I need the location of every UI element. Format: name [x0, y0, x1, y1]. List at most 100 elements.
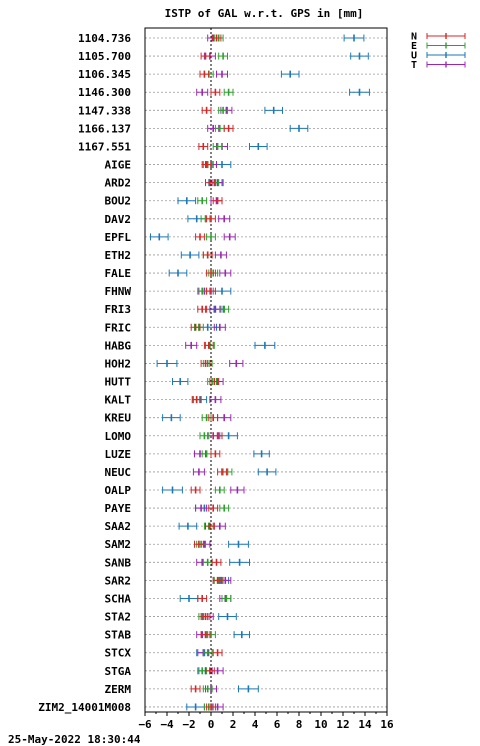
x-tick-label: −2 [182, 718, 195, 731]
errorbar-n [190, 323, 201, 331]
x-tick-label: −4 [160, 718, 174, 731]
row-label: 1105.700 [78, 50, 131, 63]
errorbar-e [202, 685, 213, 693]
errorbar-u [254, 341, 276, 349]
errorbar-n [205, 522, 215, 530]
errorbar-n [208, 504, 219, 512]
errorbar-t [230, 486, 245, 494]
errorbar-e [199, 432, 210, 440]
errorbar-u [162, 486, 183, 494]
x-tick-label: 12 [336, 718, 349, 731]
errorbar-u [212, 287, 232, 295]
x-tick-label: −6 [138, 718, 152, 731]
timestamp: 25-May-2022 18:30:44 [8, 733, 141, 746]
errorbar-u [150, 233, 169, 241]
errorbar-u [177, 197, 197, 205]
errorbar-n [199, 70, 210, 78]
errorbar-n [201, 106, 212, 114]
errorbar-n [198, 142, 209, 150]
errorbar-n [202, 251, 213, 259]
errorbar-u [178, 522, 198, 530]
errorbar-n [208, 414, 219, 422]
errorbar-n [200, 359, 211, 367]
errorbar-e [221, 594, 232, 602]
x-tick-label: 10 [314, 718, 327, 731]
errorbar-e [219, 504, 230, 512]
errorbar-n [203, 341, 214, 349]
errorbar-n [223, 124, 234, 132]
errorbar-n [206, 269, 216, 277]
row-label: NEUC [105, 466, 132, 479]
errorbar-n [210, 450, 221, 458]
errorbar-u [228, 540, 249, 548]
row-label: OALP [105, 484, 132, 497]
errorbar-n [212, 576, 223, 584]
row-label: 1106.345 [78, 68, 131, 81]
row-label: SAA2 [105, 520, 132, 533]
errorbar-e [218, 106, 228, 114]
errorbar-u [172, 378, 189, 386]
errorbar-n [206, 215, 216, 223]
errorbar-n [200, 631, 211, 639]
errorbar-e [219, 305, 230, 313]
row-label: 1167.551 [78, 140, 131, 153]
errorbar-n [205, 667, 215, 675]
errorbar-u [186, 703, 205, 711]
row-label: ETH2 [105, 249, 132, 262]
errorbar-n [205, 179, 215, 187]
series-n [190, 34, 234, 711]
legend-label: T [411, 60, 417, 71]
row-label: 1104.736 [78, 32, 131, 45]
errorbar-n [209, 378, 220, 386]
errorbar-t [223, 233, 236, 241]
x-axis: −6 −4 −2 0 2 4 6 8 10 12 14 16 [138, 712, 394, 731]
errorbar-u [179, 594, 199, 602]
y-axis-labels: 1104.736 1105.700 1106.345 1146.300 1147.338… [38, 32, 131, 714]
row-label: 1166.137 [78, 122, 131, 135]
row-label: HABG [105, 339, 132, 352]
row-label: PAYE [105, 502, 132, 515]
row-label: STAB [105, 629, 132, 642]
errorbar-u [218, 613, 237, 621]
errorbar-t [192, 468, 205, 476]
x-tick-label: 6 [274, 718, 281, 731]
errorbar-n [210, 88, 221, 96]
row-label: AIGE [105, 159, 132, 172]
errorbar-u [233, 631, 250, 639]
row-label: KALT [105, 394, 132, 407]
errorbar-n [190, 685, 201, 693]
x-tick-label: 2 [230, 718, 237, 731]
errorbar-e [218, 52, 228, 60]
errorbar-e [202, 649, 213, 657]
errorbar-t [213, 522, 226, 530]
row-label: SAM2 [105, 538, 132, 551]
x-tick-label: 16 [380, 718, 394, 731]
series-t [185, 34, 245, 711]
errorbar-t [217, 414, 232, 422]
errorbar-n [211, 558, 222, 566]
errorbar-t [209, 396, 222, 404]
row-label: FALE [105, 267, 132, 280]
errorbar-u [280, 70, 300, 78]
row-label: BOU2 [105, 195, 132, 208]
errorbar-n [197, 594, 208, 602]
errorbar-u [229, 558, 250, 566]
errorbar-e [214, 486, 225, 494]
errorbar-t [229, 359, 244, 367]
series-u [150, 34, 370, 711]
grid-lines [145, 37, 387, 708]
errorbar-u [253, 450, 270, 458]
errorbar-n [206, 287, 216, 295]
errorbar-n [212, 197, 223, 205]
row-label: LUZE [105, 448, 132, 461]
errorbar-t [196, 88, 209, 96]
row-label: SAR2 [105, 574, 132, 587]
x-tick-label: 4 [252, 718, 259, 731]
errorbar-t [185, 341, 198, 349]
errorbar-u [162, 414, 181, 422]
errorbar-u [180, 251, 200, 259]
errorbar-t [218, 215, 231, 223]
errorbar-t [209, 305, 222, 313]
errorbar-e [206, 233, 216, 241]
